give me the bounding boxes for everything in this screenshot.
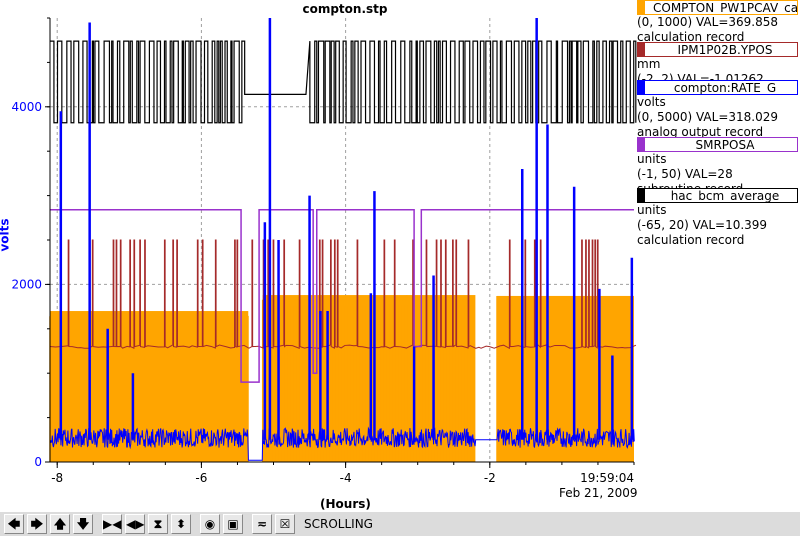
y-axis-label: volts [0, 218, 12, 252]
y-tick-label: 0 [34, 455, 42, 469]
legend-pv-name[interactable]: SMRPOSA [637, 137, 798, 152]
series-line-compton-pw1pcav [261, 295, 474, 462]
y-tick-label: 2000 [11, 277, 42, 291]
series-line-smrposa [50, 209, 634, 383]
y-tick-label: 4000 [11, 100, 42, 114]
auto-scale-icon[interactable]: ≂ [252, 514, 272, 534]
toolbar-buttons: 🡄 🡆 🡅 🡇 ▶◀ ◀▶ ⧗ ⬍ ◉ ▣ ≂ ☒ [4, 514, 298, 534]
down-arrow-icon[interactable]: 🡇 [73, 514, 93, 534]
legend-range: (-65, 20) VAL=10.399 [637, 218, 768, 232]
timestamp-date: Feb 21, 2009 [559, 486, 638, 500]
mode-label: SCROLLING [304, 517, 373, 531]
zoom-in-x-icon[interactable]: ▶◀ [102, 514, 122, 534]
legend-units: mm [637, 57, 661, 71]
legend-record-type: calculation record [637, 233, 745, 247]
zoom-out-y-icon[interactable]: ⬍ [171, 514, 191, 534]
timestamp-time: 19:59:04 [580, 471, 634, 485]
legend-range: (0, 5000) VAL=318.029 [637, 110, 778, 124]
legend-range: (0, 1000) VAL=369.858 [637, 15, 778, 29]
legend-entry-hac-bcm-average[interactable]: hac_bcm_average units (-65, 20) VAL=10.3… [637, 188, 800, 248]
x-tick-label: -2 [484, 471, 496, 485]
legend-range: (-1, 50) VAL=28 [637, 167, 733, 181]
legend-pv-name[interactable]: compton:RATE_G [637, 80, 798, 95]
right-arrow-icon[interactable]: 🡆 [27, 514, 47, 534]
x-tick-label: -4 [340, 471, 352, 485]
left-arrow-icon[interactable]: 🡄 [4, 514, 24, 534]
x-tick-label: -6 [195, 471, 207, 485]
play-icon[interactable]: ▣ [223, 514, 243, 534]
legend-pv-name[interactable]: COMPTON_PW1PCAV_ca [637, 0, 798, 15]
legend-pv-name[interactable]: IPM1P02B.YPOS [637, 42, 798, 57]
series-line-compton-rate-g [49, 426, 635, 461]
x-tick-label: -8 [51, 471, 63, 485]
legend-pv-name[interactable]: hac_bcm_average [637, 188, 798, 203]
series-line-hac-bcm-average [50, 40, 637, 124]
legend-entry-compton-pw1pcav[interactable]: COMPTON_PW1PCAV_ca (0, 1000) VAL=369.858… [637, 0, 800, 45]
zoom-in-y-icon[interactable]: ⧗ [148, 514, 168, 534]
series-line-compton-pw1pcav [496, 296, 633, 462]
series-line-ipm1p02b [49, 239, 637, 350]
legend-units: units [637, 203, 667, 217]
x-axis-label: (Hours) [320, 497, 371, 511]
chart-title: compton.stp [302, 2, 388, 16]
zoom-out-x-icon[interactable]: ◀▶ [125, 514, 145, 534]
legend-record-type: calculation record [637, 30, 745, 44]
toolbar: 🡄 🡆 🡅 🡇 ▶◀ ◀▶ ⧗ ⬍ ◉ ▣ ≂ ☒ SCROLLING [0, 511, 800, 536]
legend-units: units [637, 152, 667, 166]
mode-icon[interactable]: ☒ [275, 514, 295, 534]
legend-units: volts [637, 95, 666, 109]
up-arrow-icon[interactable]: 🡅 [50, 514, 70, 534]
legend-entry-smrposa[interactable]: SMRPOSA units (-1, 50) VAL=28 subroutine… [637, 137, 800, 197]
legend-record-type: analog output record [637, 125, 764, 139]
legend-entry-compton-rate-g[interactable]: compton:RATE_G volts (0, 5000) VAL=318.0… [637, 80, 800, 140]
stop-icon[interactable]: ◉ [200, 514, 220, 534]
